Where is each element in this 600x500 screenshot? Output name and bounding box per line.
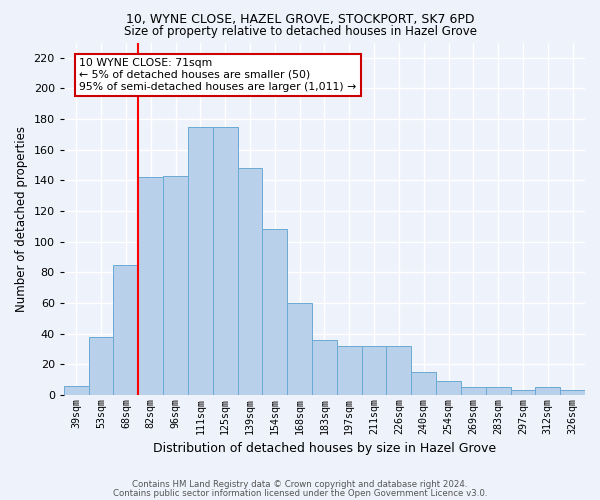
Bar [312, 340, 337, 395]
Bar [535, 387, 560, 395]
Bar [262, 230, 287, 395]
Bar [287, 303, 312, 395]
Bar [362, 346, 386, 395]
Bar [486, 387, 511, 395]
Text: Contains public sector information licensed under the Open Government Licence v3: Contains public sector information licen… [113, 488, 487, 498]
Text: Size of property relative to detached houses in Hazel Grove: Size of property relative to detached ho… [124, 25, 476, 38]
X-axis label: Distribution of detached houses by size in Hazel Grove: Distribution of detached houses by size … [153, 442, 496, 455]
Y-axis label: Number of detached properties: Number of detached properties [15, 126, 28, 312]
Bar [138, 178, 163, 395]
Bar [113, 264, 138, 395]
Text: 10 WYNE CLOSE: 71sqm
← 5% of detached houses are smaller (50)
95% of semi-detach: 10 WYNE CLOSE: 71sqm ← 5% of detached ho… [79, 58, 357, 92]
Bar [461, 387, 486, 395]
Bar [511, 390, 535, 395]
Bar [560, 390, 585, 395]
Bar [337, 346, 362, 395]
Bar [163, 176, 188, 395]
Bar [411, 372, 436, 395]
Bar [238, 168, 262, 395]
Text: 10, WYNE CLOSE, HAZEL GROVE, STOCKPORT, SK7 6PD: 10, WYNE CLOSE, HAZEL GROVE, STOCKPORT, … [126, 12, 474, 26]
Text: Contains HM Land Registry data © Crown copyright and database right 2024.: Contains HM Land Registry data © Crown c… [132, 480, 468, 489]
Bar [188, 127, 213, 395]
Bar [89, 336, 113, 395]
Bar [436, 381, 461, 395]
Bar [386, 346, 411, 395]
Bar [213, 127, 238, 395]
Bar [64, 386, 89, 395]
